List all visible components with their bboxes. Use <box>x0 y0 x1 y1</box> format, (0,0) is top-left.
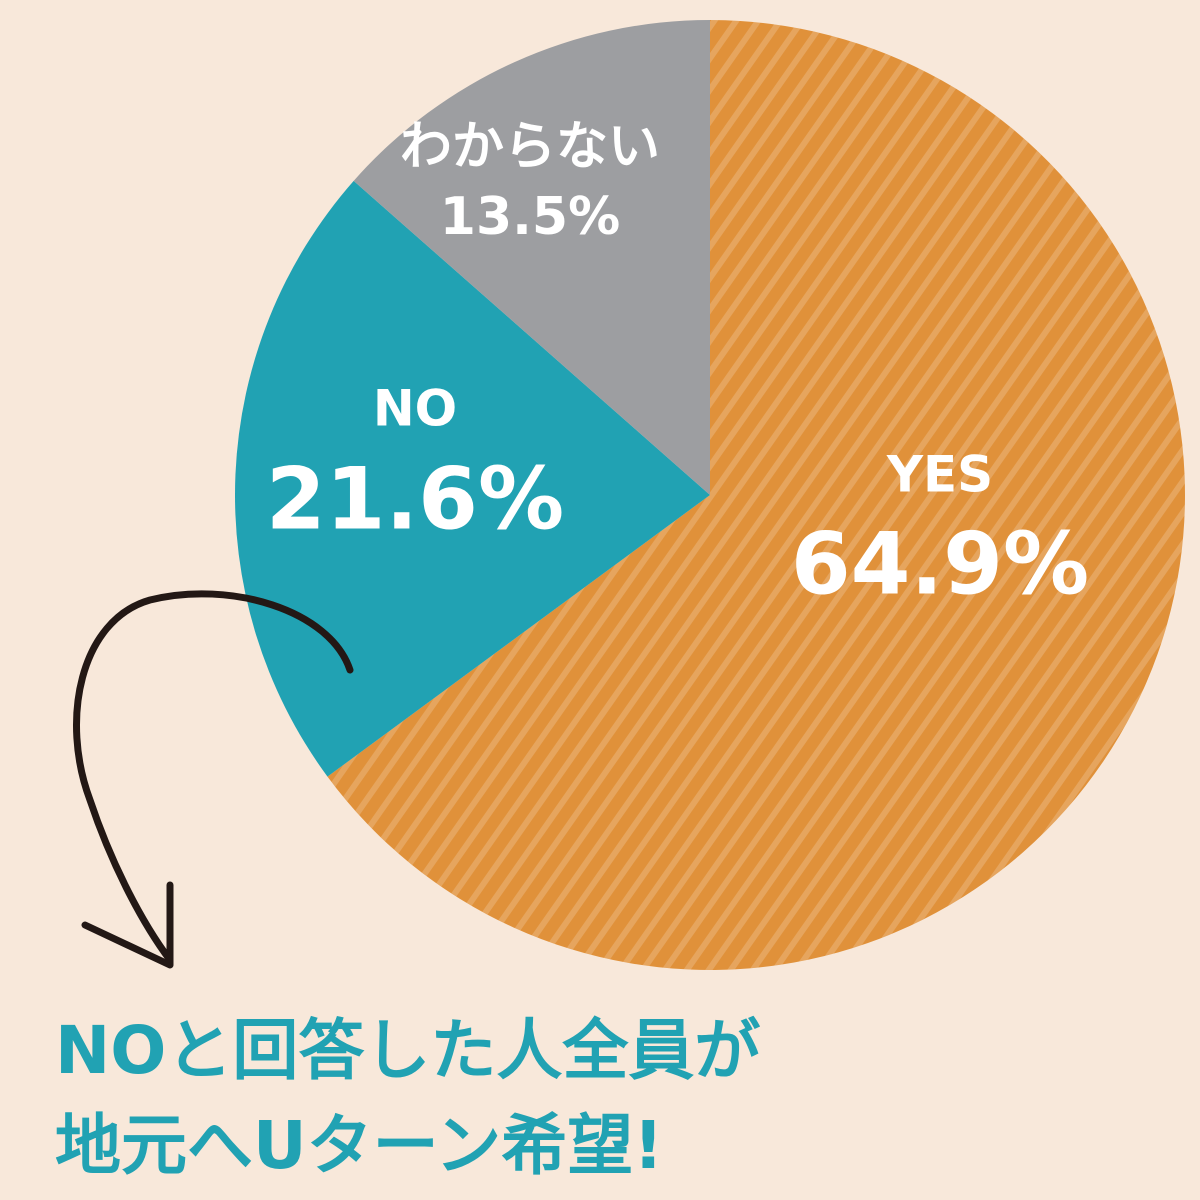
pie <box>235 20 1186 970</box>
arrow-head <box>81 881 174 969</box>
value-label: 64.9% <box>791 514 1089 614</box>
slice-label: YES <box>886 446 993 504</box>
annotation: NOと回答した人全員が <box>55 1012 760 1089</box>
pie-slice <box>235 180 710 777</box>
value-label: 13.5% <box>440 187 620 247</box>
slice-label: NO <box>373 380 457 438</box>
slice-texture <box>327 20 1186 970</box>
pie-slice <box>353 20 710 495</box>
value-label: 21.6% <box>266 449 564 549</box>
slice-label: わからない <box>400 117 660 177</box>
annotation: 地元へUターン希望! <box>55 1107 663 1184</box>
arrow <box>73 590 354 964</box>
